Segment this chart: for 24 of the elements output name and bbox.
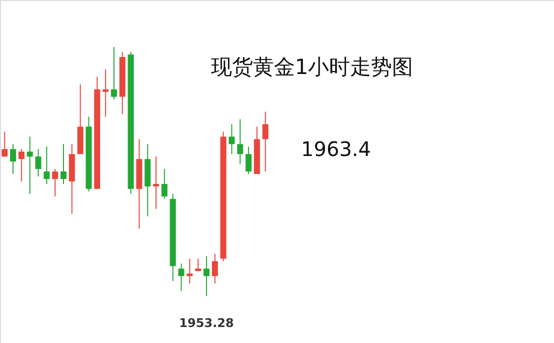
candlestick (246, 146, 252, 174)
text: 1963.4 (301, 137, 371, 161)
candlestick (178, 263, 184, 292)
annotation: 1953.28 (179, 316, 234, 330)
candlestick (203, 256, 210, 296)
candlestick (195, 258, 202, 272)
candlestick (52, 168, 58, 197)
candlestick (102, 68, 109, 118)
candlestick (161, 168, 168, 200)
candlestick (2, 131, 8, 158)
candlestick (212, 253, 218, 284)
candlestick (237, 118, 244, 165)
candlestick (262, 111, 268, 172)
candlestick (35, 148, 42, 177)
candlestick (44, 146, 50, 184)
candlestick (228, 124, 235, 155)
candlestick (18, 148, 24, 182)
candlestick (60, 144, 67, 184)
candlestick (110, 46, 117, 100)
candlestick (10, 144, 16, 174)
candlestick (153, 156, 160, 210)
text: 现货黄金1小时走势图 (210, 55, 414, 79)
candlestick (26, 136, 33, 194)
candlestick (186, 258, 193, 284)
